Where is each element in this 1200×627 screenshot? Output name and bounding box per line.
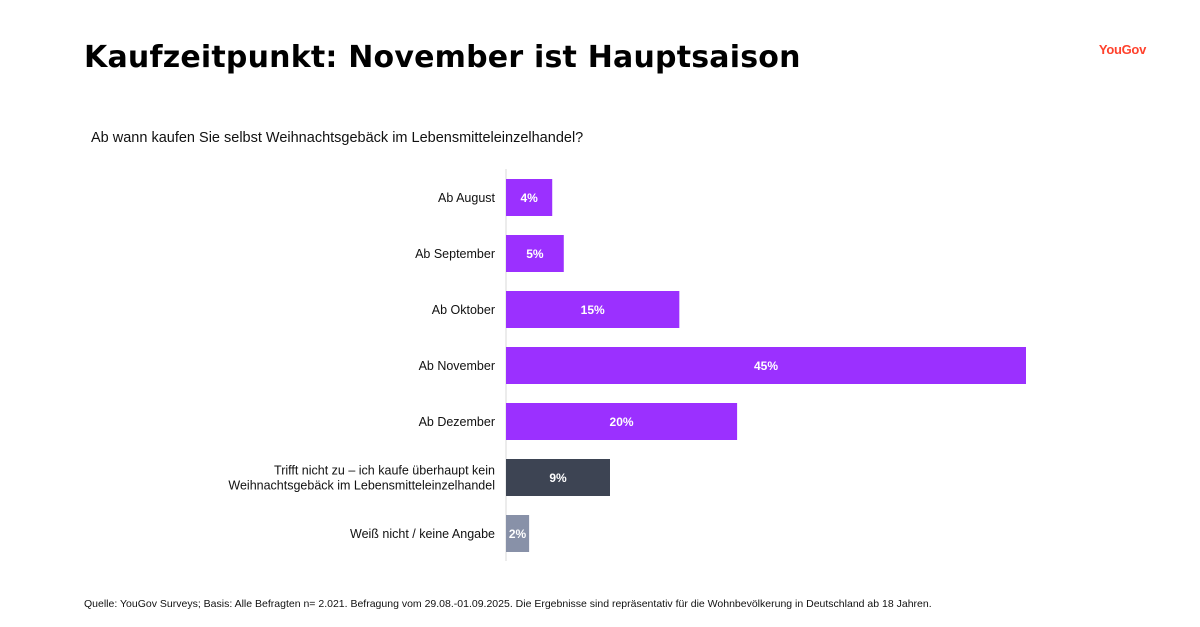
data-label: 15% bbox=[581, 303, 605, 317]
bar bbox=[506, 459, 610, 496]
survey-question: Ab wann kaufen Sie selbst Weihnachtsgebä… bbox=[91, 130, 584, 146]
yougov-logo: YouGov bbox=[1098, 42, 1146, 57]
data-label: 5% bbox=[526, 247, 544, 261]
category-label: Ab Dezember bbox=[419, 415, 495, 429]
page-title: Kaufzeitpunkt: November ist Hauptsaison bbox=[84, 40, 801, 75]
data-label: 45% bbox=[754, 359, 778, 373]
category-label: Weiß nicht / keine Angabe bbox=[350, 527, 495, 541]
bar bbox=[506, 403, 738, 440]
source-footnote: Quelle: YouGov Surveys; Basis: Alle Befr… bbox=[84, 598, 932, 610]
category-label: Ab Oktober bbox=[432, 303, 495, 317]
bar bbox=[506, 515, 530, 552]
category-label: Ab August bbox=[438, 191, 496, 205]
data-label: 4% bbox=[520, 191, 538, 205]
category-label: Ab September bbox=[415, 247, 495, 261]
bar bbox=[506, 291, 680, 328]
category-label: Ab November bbox=[419, 359, 495, 373]
bar bbox=[506, 235, 564, 272]
bar bbox=[506, 179, 553, 216]
data-label: 9% bbox=[549, 471, 567, 485]
data-label: 2% bbox=[509, 527, 527, 541]
bar bbox=[506, 347, 1026, 384]
data-label: 20% bbox=[610, 415, 634, 429]
category-label: Trifft nicht zu – ich kaufe überhaupt ke… bbox=[228, 464, 495, 493]
